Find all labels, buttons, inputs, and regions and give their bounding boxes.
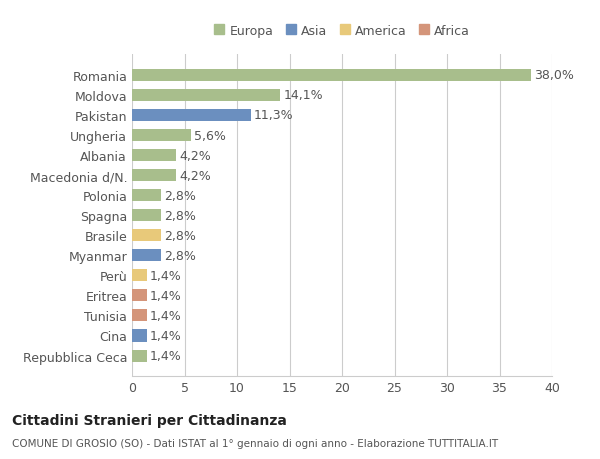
Text: Cittadini Stranieri per Cittadinanza: Cittadini Stranieri per Cittadinanza — [12, 414, 287, 428]
Bar — [132, 70, 531, 82]
Bar — [132, 290, 146, 302]
Bar — [132, 170, 176, 182]
Bar — [132, 250, 161, 262]
Text: 5,6%: 5,6% — [194, 129, 226, 142]
Text: 1,4%: 1,4% — [150, 269, 182, 282]
Text: 1,4%: 1,4% — [150, 329, 182, 342]
Legend: Europa, Asia, America, Africa: Europa, Asia, America, Africa — [209, 20, 475, 43]
Bar — [132, 130, 191, 142]
Text: 2,8%: 2,8% — [164, 209, 196, 222]
Text: 2,8%: 2,8% — [164, 189, 196, 202]
Text: 4,2%: 4,2% — [179, 169, 211, 182]
Text: 1,4%: 1,4% — [150, 309, 182, 322]
Bar — [132, 110, 251, 122]
Bar — [132, 210, 161, 222]
Bar — [132, 330, 146, 342]
Bar — [132, 150, 176, 162]
Bar — [132, 270, 146, 282]
Text: 11,3%: 11,3% — [254, 109, 293, 122]
Bar — [132, 230, 161, 242]
Text: 2,8%: 2,8% — [164, 249, 196, 262]
Bar — [132, 350, 146, 362]
Text: 1,4%: 1,4% — [150, 349, 182, 362]
Bar — [132, 310, 146, 322]
Text: 1,4%: 1,4% — [150, 289, 182, 302]
Bar — [132, 190, 161, 202]
Text: 38,0%: 38,0% — [534, 69, 574, 82]
Text: 2,8%: 2,8% — [164, 229, 196, 242]
Text: 4,2%: 4,2% — [179, 149, 211, 162]
Text: 14,1%: 14,1% — [283, 89, 323, 102]
Text: COMUNE DI GROSIO (SO) - Dati ISTAT al 1° gennaio di ogni anno - Elaborazione TUT: COMUNE DI GROSIO (SO) - Dati ISTAT al 1°… — [12, 438, 498, 448]
Bar — [132, 90, 280, 102]
